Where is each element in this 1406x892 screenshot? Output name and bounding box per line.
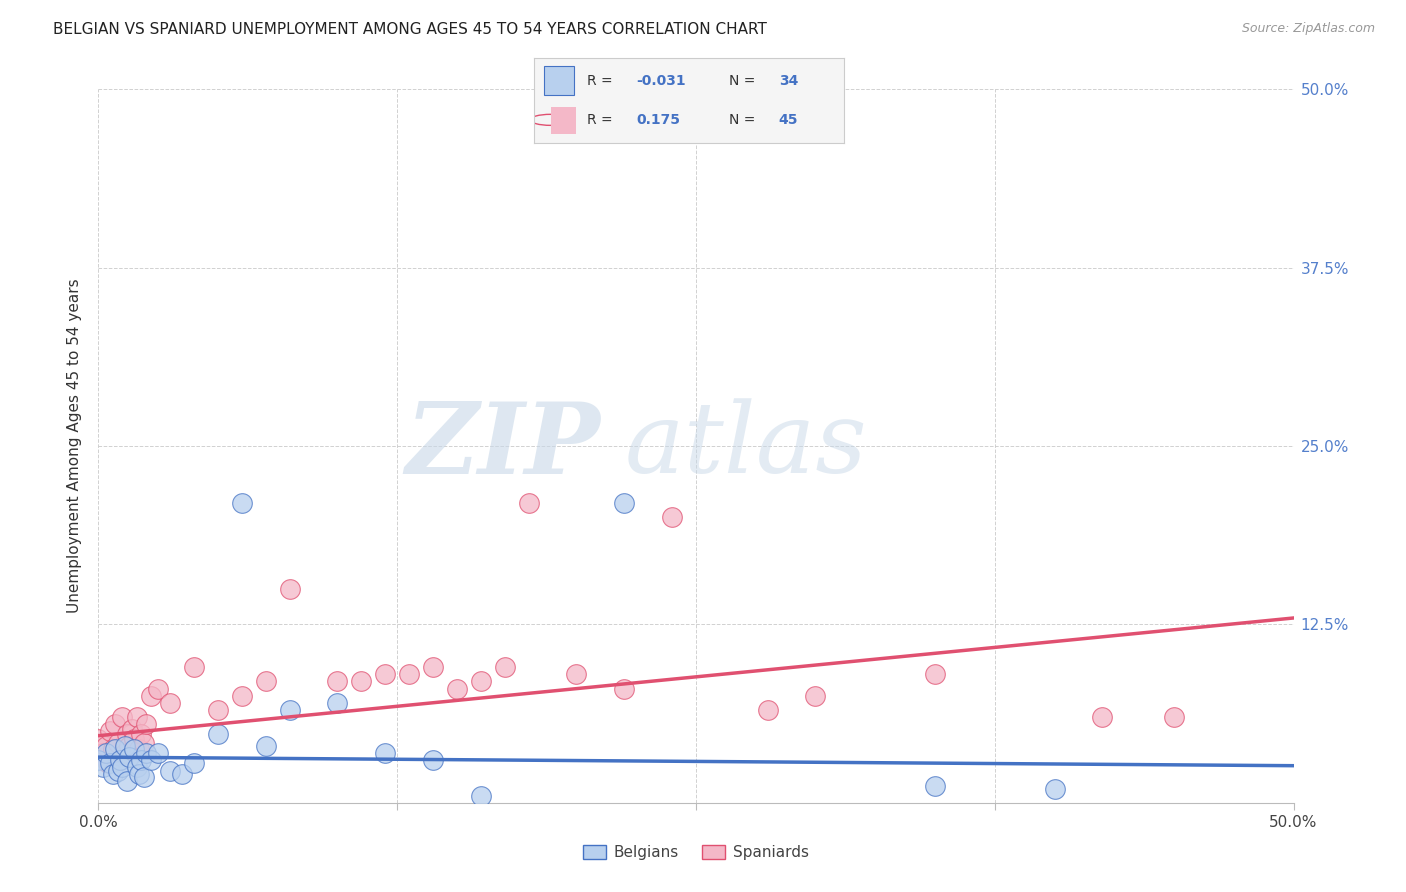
Point [131, 727, 153, 741]
Point [278, 703, 301, 717]
Point [159, 696, 181, 710]
Text: 34: 34 [779, 74, 799, 87]
Point [1163, 710, 1185, 724]
Point [565, 667, 588, 681]
Point [125, 760, 148, 774]
Point [1043, 781, 1066, 796]
Point [183, 756, 205, 770]
Point [115, 727, 138, 741]
Point [125, 710, 148, 724]
Point [94, 746, 117, 760]
Text: atlas: atlas [624, 399, 868, 493]
Point [118, 739, 141, 753]
Point [132, 736, 155, 750]
Text: R =: R = [586, 113, 613, 127]
Point [124, 741, 146, 756]
Text: -0.031: -0.031 [637, 74, 686, 87]
Point [128, 767, 150, 781]
Point [115, 774, 138, 789]
Point [326, 674, 349, 689]
Point [139, 753, 162, 767]
Text: ZIP: ZIP [405, 398, 600, 494]
Point [148, 681, 170, 696]
Point [326, 696, 349, 710]
Point [91, 760, 114, 774]
Point [374, 746, 396, 760]
Point [756, 703, 779, 717]
Point [1091, 710, 1114, 724]
Point [804, 689, 827, 703]
Text: BELGIAN VS SPANIARD UNEMPLOYMENT AMONG AGES 45 TO 54 YEARS CORRELATION CHART: BELGIAN VS SPANIARD UNEMPLOYMENT AMONG A… [53, 22, 768, 37]
Point [124, 731, 146, 746]
Point [470, 789, 492, 803]
Point [104, 717, 127, 731]
Point [924, 667, 946, 681]
Point [135, 746, 157, 760]
Point [111, 760, 134, 774]
Point [254, 739, 277, 753]
Point [91, 746, 114, 760]
Point [98, 756, 122, 770]
Legend: Belgians, Spaniards: Belgians, Spaniards [578, 839, 814, 866]
Point [121, 722, 143, 736]
Point [108, 753, 131, 767]
Point [101, 741, 124, 756]
Point [101, 767, 124, 781]
Point [517, 496, 540, 510]
Point [111, 710, 134, 724]
Bar [544, 67, 575, 95]
Point [87, 753, 110, 767]
Point [97, 756, 120, 770]
Point [128, 741, 150, 756]
Point [132, 770, 155, 784]
Point [114, 739, 136, 753]
Point [107, 736, 129, 750]
Point [254, 674, 277, 689]
Point [87, 731, 110, 746]
Point [131, 753, 153, 767]
Point [231, 689, 253, 703]
Text: R =: R = [586, 74, 613, 87]
Point [94, 739, 117, 753]
Point [231, 496, 253, 510]
Text: 45: 45 [779, 113, 799, 127]
Point [446, 681, 468, 696]
Point [183, 660, 205, 674]
Point [494, 660, 516, 674]
Bar [551, 107, 576, 134]
Text: N =: N = [730, 74, 755, 87]
Point [422, 660, 444, 674]
Point [398, 667, 420, 681]
Point [104, 741, 127, 756]
Point [278, 582, 301, 596]
Point [108, 753, 131, 767]
Text: Source: ZipAtlas.com: Source: ZipAtlas.com [1241, 22, 1375, 36]
Point [159, 764, 181, 779]
Point [470, 674, 492, 689]
Point [422, 753, 444, 767]
Point [350, 674, 373, 689]
Point [107, 764, 129, 779]
Point [118, 750, 141, 764]
Y-axis label: Unemployment Among Ages 45 to 54 years: Unemployment Among Ages 45 to 54 years [67, 278, 83, 614]
Point [114, 746, 136, 760]
Point [148, 746, 170, 760]
Point [374, 667, 396, 681]
Point [207, 727, 229, 741]
Point [613, 681, 636, 696]
Point [207, 703, 229, 717]
Point [139, 689, 162, 703]
Point [98, 724, 122, 739]
Point [135, 717, 157, 731]
Point [613, 496, 636, 510]
Point [172, 767, 194, 781]
Point [661, 510, 683, 524]
Text: N =: N = [730, 113, 755, 127]
Text: 0.175: 0.175 [637, 113, 681, 127]
Point [924, 779, 946, 793]
